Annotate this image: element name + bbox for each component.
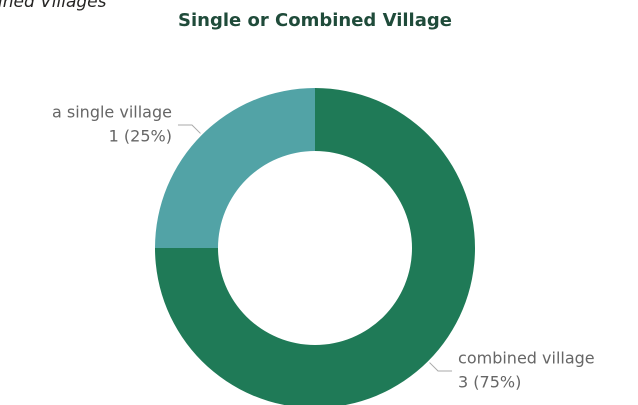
leader-line bbox=[429, 362, 453, 372]
slice-label: a single village bbox=[52, 102, 172, 121]
leader-line bbox=[177, 124, 201, 134]
donut-slice bbox=[155, 88, 475, 405]
value-label: 1 (25%) bbox=[109, 126, 172, 145]
donut-slice bbox=[155, 88, 315, 248]
chart-title: Single or Combined Village bbox=[178, 10, 452, 31]
slice-label: combined village bbox=[458, 349, 595, 368]
annotation: ined Villages bbox=[0, 0, 107, 12]
value-label: 3 (75%) bbox=[458, 373, 521, 392]
